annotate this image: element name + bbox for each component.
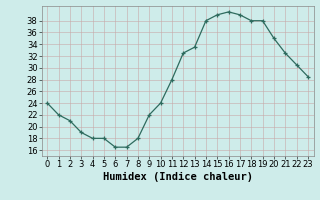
X-axis label: Humidex (Indice chaleur): Humidex (Indice chaleur) bbox=[103, 172, 252, 182]
